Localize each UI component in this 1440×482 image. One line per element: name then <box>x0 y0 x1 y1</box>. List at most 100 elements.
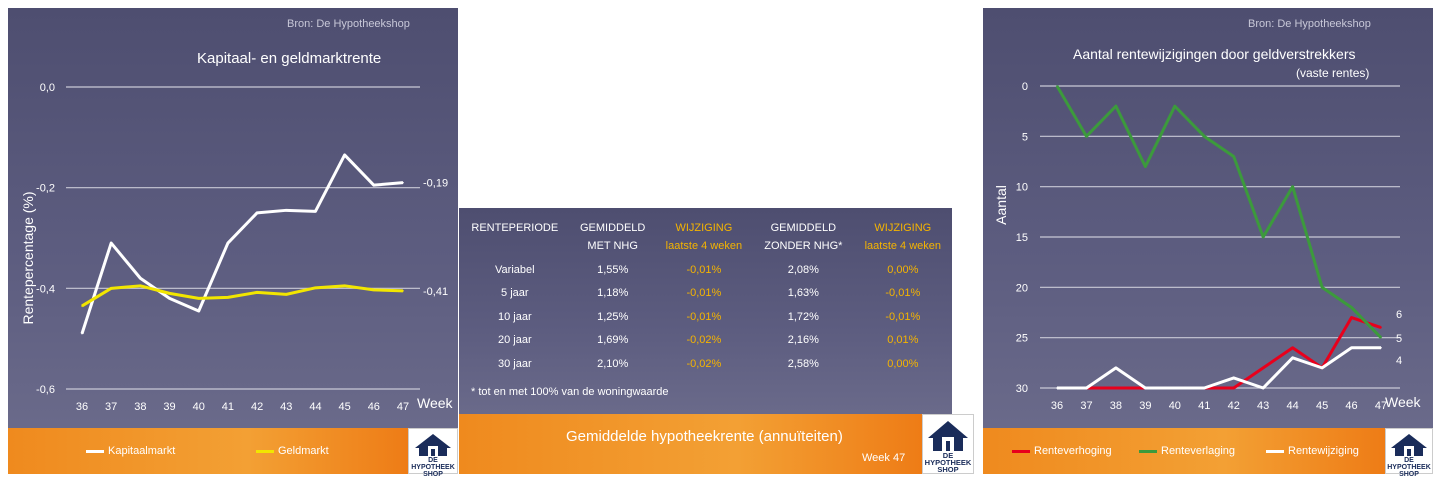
header-sub: laatste 4 weken <box>665 240 743 252</box>
logo-text: DE <box>942 451 954 460</box>
row-value: -0,01% <box>686 310 722 323</box>
data-point <box>373 184 375 186</box>
rate-changes-panel <box>983 8 1433 428</box>
row-value: 1,69% <box>597 334 629 347</box>
data-point <box>1380 346 1382 349</box>
end-value-label: 5 <box>1396 333 1402 345</box>
data-point <box>81 332 83 335</box>
hypotheekshop-logo: DE HYPOTHEEK SHOP <box>922 414 974 474</box>
house-icon <box>415 434 451 456</box>
y-tick-label: 25 <box>1016 333 1028 345</box>
right-legend-bar <box>983 428 1385 474</box>
row-period: 5 jaar <box>501 287 529 300</box>
data-point <box>197 310 200 312</box>
data-point <box>1321 367 1323 369</box>
x-tick-label: 40 <box>1169 400 1181 412</box>
x-tick-label: 40 <box>193 401 205 413</box>
end-value-label: -0,19 <box>423 178 448 190</box>
header-sub: ZONDER NHG* <box>764 240 843 252</box>
data-point <box>1174 387 1176 389</box>
data-point <box>1115 367 1117 369</box>
legend-swatch <box>1012 449 1030 453</box>
data-point <box>402 181 404 184</box>
table-row: 30 jaar 2,10% -0,02% 2,58% 0,00% <box>459 352 952 376</box>
row-value: 2,08% <box>787 263 819 276</box>
x-tick-label: 45 <box>1316 400 1328 412</box>
legend-swatch <box>1139 449 1157 453</box>
table-title: Gemiddelde hypotheekrente (annuïteiten) <box>566 428 843 445</box>
y-tick-label: -0,4 <box>36 283 55 295</box>
logo-text: DE <box>1404 457 1414 464</box>
data-point <box>314 287 317 289</box>
data-point <box>285 293 288 296</box>
data-point <box>1115 105 1117 107</box>
y-tick-label: 15 <box>1016 232 1028 244</box>
end-value-label: 6 <box>1396 309 1402 321</box>
legend-item-renteverlaging: Renteverlaging <box>1139 445 1235 457</box>
x-tick-label: 44 <box>1287 400 1299 412</box>
row-period: Variabel <box>495 263 535 276</box>
table-row: 5 jaar 1,18% -0,01% 1,63% -0,01% <box>459 282 952 306</box>
series-line-renteverlaging <box>1055 85 1383 339</box>
chart-subtitle: (vaste rentes) <box>1296 66 1370 80</box>
y-tick-label: -0,2 <box>36 183 55 195</box>
x-tick-label: 47 <box>1375 400 1387 412</box>
data-point <box>1291 185 1294 188</box>
series-line-geldmarkt <box>81 284 404 308</box>
y-tick-label: 10 <box>1016 182 1028 194</box>
header-gemiddeld-zonder-nhg: GEMIDDELD <box>770 222 837 234</box>
header-sub <box>459 240 571 258</box>
legend-label: Rentewijziging <box>1288 445 1359 457</box>
data-point <box>227 296 229 299</box>
x-tick-label: 46 <box>368 401 380 413</box>
x-tick-label: 36 <box>1051 400 1063 412</box>
data-point <box>1174 105 1176 107</box>
data-point <box>1321 286 1323 289</box>
logo-text: HYPOTHEEK <box>411 464 455 471</box>
table-row: 20 jaar 1,69% -0,02% 2,16% 0,01% <box>459 329 952 353</box>
x-tick-label: 39 <box>163 401 175 413</box>
x-tick-label: 43 <box>280 401 292 413</box>
legend-item-renteverhoging: Renteverhoging <box>1012 445 1112 457</box>
row-value: 0,01% <box>887 334 919 347</box>
data-point <box>139 285 142 287</box>
row-value: -0,01% <box>686 263 722 276</box>
x-tick-label: 41 <box>1198 400 1210 412</box>
data-point <box>1085 387 1088 389</box>
legend-label: Renteverlaging <box>1161 445 1235 457</box>
logo-text: SHOP <box>423 471 443 478</box>
y-tick-label: 30 <box>1016 383 1028 395</box>
row-value: 1,63% <box>787 287 819 300</box>
x-tick-label: 43 <box>1257 400 1269 412</box>
x-tick-label: 36 <box>76 401 88 413</box>
data-point <box>1262 387 1264 389</box>
data-point <box>285 209 288 212</box>
table-row: Variabel 1,55% -0,01% 2,08% 0,00% <box>459 258 952 282</box>
row-value: -0,01% <box>885 310 921 323</box>
source-label: Bron: De Hypotheekshop <box>287 18 410 30</box>
header-sub: MET NHG <box>587 240 638 252</box>
data-point <box>1262 236 1264 238</box>
data-point <box>1350 346 1353 349</box>
data-point <box>168 292 171 295</box>
legend-label: Geldmarkt <box>278 445 329 457</box>
house-icon <box>928 421 968 451</box>
series-line-rentewijziging <box>1057 346 1381 390</box>
hypotheekshop-logo: DE HYPOTHEEK SHOP <box>1385 428 1433 478</box>
y-tick-label: 0,0 <box>40 82 55 94</box>
y-tick-label: 5 <box>1022 131 1028 143</box>
x-tick-label: 41 <box>222 401 234 413</box>
middle-title-bar <box>459 414 922 474</box>
mortgage-rate-table-panel <box>459 208 952 414</box>
x-tick-label: 38 <box>1110 400 1122 412</box>
row-period: 30 jaar <box>497 357 532 370</box>
data-point <box>1291 346 1294 349</box>
y-tick-label: -0,6 <box>36 384 55 396</box>
legend-label: Renteverhoging <box>1034 445 1112 457</box>
data-point <box>139 277 142 280</box>
source-label: Bron: De Hypotheekshop <box>1248 18 1371 30</box>
mortgage-rate-table: RENTEPERIODE GEMIDDELD WIJZIGING GEMIDDE… <box>459 208 952 414</box>
chart-title: Aantal rentewijzigingen door geldverstre… <box>1073 46 1356 62</box>
row-value: -0,01% <box>885 287 921 300</box>
